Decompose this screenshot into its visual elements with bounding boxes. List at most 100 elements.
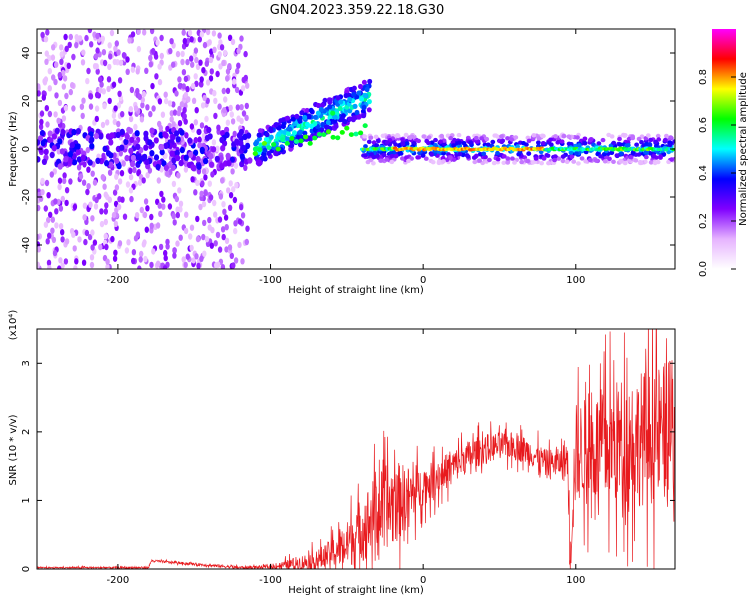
spectrogram-cell xyxy=(199,81,204,88)
spectrogram-cell xyxy=(46,192,51,199)
spectrogram-cell xyxy=(237,218,243,225)
spectrogram-cell xyxy=(61,83,66,90)
spectrogram-cell xyxy=(180,50,185,58)
spectrogram-cell xyxy=(356,113,362,120)
spectrogram-cell xyxy=(441,151,446,156)
spectrogram-cell xyxy=(217,246,223,253)
spectrogram-cell xyxy=(142,29,147,36)
spectrogram-cell xyxy=(647,151,653,156)
spectrogram-cell xyxy=(177,76,182,83)
spectrogram-cell xyxy=(416,138,421,144)
spectrogram-cell xyxy=(172,219,177,226)
spectrogram-cell xyxy=(163,152,168,159)
spectrogram-cell xyxy=(216,261,221,268)
colorbar-ticks: 0.0 0.2 0.4 0.6 0.8 xyxy=(698,69,736,277)
spectrogram-cell xyxy=(41,158,48,165)
spectrogram-cell xyxy=(285,131,291,137)
spectrogram-cell xyxy=(44,105,49,112)
spectrogram-cell xyxy=(297,142,303,148)
spectrogram-cell xyxy=(195,63,201,70)
spectrogram-marks xyxy=(37,29,675,269)
spectrogram-cell xyxy=(101,49,107,56)
spectrogram-cell xyxy=(471,155,477,160)
spectrogram-cell xyxy=(90,229,95,236)
spectrogram-cell xyxy=(70,82,75,89)
spectrogram-cell xyxy=(51,44,56,51)
y-tick-label: -40 xyxy=(21,237,32,253)
spectrogram-cell xyxy=(76,164,82,171)
spectrogram-cell xyxy=(121,160,126,167)
spectrogram-cell xyxy=(231,262,236,269)
spectrogram-cell xyxy=(217,51,222,58)
spectrogram-cell xyxy=(172,252,177,259)
spectrogram-cell xyxy=(472,159,478,165)
spectrogram-cell xyxy=(397,150,403,155)
spectrogram-cell xyxy=(53,78,58,86)
spectrogram-cell xyxy=(477,158,482,163)
spectrogram-cell xyxy=(358,130,364,136)
spectrogram-cell xyxy=(439,133,445,139)
spectrogram-cell xyxy=(512,160,517,165)
spectrogram-cell xyxy=(177,187,182,194)
spectrogram-cell xyxy=(225,119,231,126)
spectrogram-cell xyxy=(57,265,62,269)
spectrogram-cell xyxy=(362,153,368,158)
spectrogram-cell xyxy=(54,61,59,68)
spectrogram-cell xyxy=(184,211,189,218)
spectrogram-cell xyxy=(568,150,574,155)
spectrogram-cell xyxy=(187,137,193,144)
spectrogram-cell xyxy=(255,159,261,165)
spectrogram-cell xyxy=(655,133,661,139)
spectrogram-cell xyxy=(438,139,443,144)
spectrogram-cell xyxy=(219,162,225,170)
colorbar-tick-label: 0.2 xyxy=(698,213,709,229)
spectrogram-cell xyxy=(505,136,510,141)
spectrogram-cell xyxy=(142,153,148,161)
spectrogram-cell xyxy=(362,134,368,139)
spectrogram-cell xyxy=(327,99,333,105)
spectrogram-cell xyxy=(536,140,541,145)
spectrogram-cell xyxy=(298,129,304,135)
x-tick-label: 100 xyxy=(566,275,585,286)
spectrogram-cell xyxy=(86,183,91,190)
spectrogram-cell xyxy=(204,115,209,123)
spectrogram-cell xyxy=(63,258,69,265)
spectrogram-cell xyxy=(68,88,74,96)
spectrogram-cell xyxy=(37,139,41,146)
spectrogram-cell xyxy=(105,258,110,265)
spectrogram-cell xyxy=(117,77,123,84)
spectrogram-cell xyxy=(495,150,500,156)
spectrogram-cell xyxy=(77,236,82,243)
spectrogram-cell xyxy=(147,139,153,146)
spectrogram-cell xyxy=(304,107,310,114)
spectrogram-cell xyxy=(104,202,109,209)
spectrogram-cell xyxy=(540,141,546,146)
spectrogram-cell xyxy=(60,236,65,243)
spectrogram-cell xyxy=(38,195,44,202)
spectrogram-cell xyxy=(233,162,239,169)
spectrogram-cell xyxy=(298,138,304,144)
spectrogram-cell xyxy=(169,116,174,123)
spectrogram-cell xyxy=(149,29,155,35)
spectrogram-cell xyxy=(64,92,69,100)
spectrogram-cell xyxy=(58,223,64,230)
spectrogram-cell xyxy=(335,95,341,101)
spectrogram-cell xyxy=(143,255,148,263)
spectrogram-cell xyxy=(48,211,53,218)
spectrogram-cell xyxy=(185,85,190,93)
spectrogram-cell xyxy=(667,143,673,148)
spectrogram-cell xyxy=(430,160,436,165)
snr-frame xyxy=(36,328,676,570)
spectrogram-cell xyxy=(191,97,197,105)
spectrogram-cell xyxy=(58,257,63,264)
spectrogram-cell xyxy=(50,216,55,223)
spectrogram-cell xyxy=(287,126,293,132)
spectrogram-cell xyxy=(60,229,65,236)
spectrogram-cell xyxy=(81,259,87,266)
x-tick-label: 0 xyxy=(420,275,426,286)
spectrogram-cell xyxy=(178,234,183,241)
spectrogram-cell xyxy=(149,261,154,269)
spectrogram-cell xyxy=(228,180,233,187)
spectrogram-cell xyxy=(115,131,121,139)
